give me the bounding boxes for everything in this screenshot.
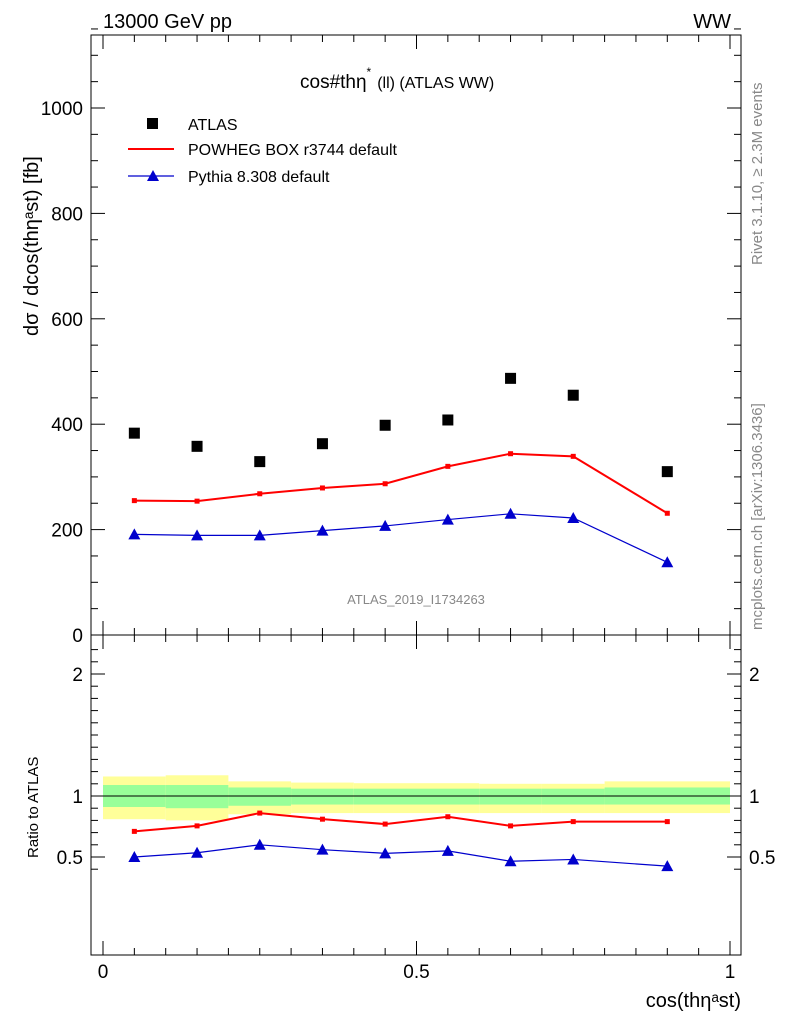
main-y-tick-label: 1000 bbox=[41, 99, 83, 120]
x-tick-label: 0 bbox=[98, 962, 109, 983]
series-line-1 bbox=[134, 452, 668, 515]
atlas-data-point bbox=[316, 438, 328, 450]
ratio-series-line-1 bbox=[134, 844, 668, 867]
main-plot-data bbox=[128, 372, 674, 568]
atlas-data-point bbox=[128, 427, 140, 439]
powheg-data-point bbox=[445, 463, 451, 469]
ratio-pythia-point bbox=[504, 855, 517, 867]
ratio-y-tick-label: 2 bbox=[72, 665, 83, 686]
uncertainty-band-inner bbox=[165, 785, 229, 809]
header-right: WW bbox=[693, 11, 731, 33]
ratio-pythia-point bbox=[379, 847, 392, 859]
ratio-y-tick-label-right: 0.5 bbox=[749, 848, 775, 869]
ratio-pythia-point bbox=[128, 851, 141, 862]
main-y-tick-label: 200 bbox=[51, 521, 83, 542]
ratio-y-tick-label-right: 1 bbox=[749, 787, 760, 808]
plot-title: cos#thη* (ll) (ATLAS WW) bbox=[300, 65, 494, 93]
uncertainty-band-inner bbox=[541, 788, 605, 805]
analysis-watermark: ATLAS_2019_I1734263 bbox=[347, 592, 485, 607]
ratio-y-axis-label: Ratio to ATLAS bbox=[25, 757, 42, 858]
main-y-tick-label: 0 bbox=[72, 626, 83, 647]
legend-atlas-marker bbox=[147, 118, 158, 129]
legend-pythia-label: Pythia 8.308 default bbox=[188, 169, 330, 186]
ratio-axes: 0.5 0.5 1 1 2 2 0 0.5 1 bbox=[57, 635, 775, 983]
ratio-plot-data bbox=[128, 810, 674, 872]
main-y-tick-label: 400 bbox=[51, 415, 83, 436]
ratio-y-tick-label: 0.5 bbox=[57, 848, 83, 869]
legend-pythia-marker bbox=[147, 170, 159, 181]
atlas-data-point bbox=[254, 456, 266, 468]
ratio-powheg-point bbox=[508, 823, 514, 829]
atlas-data-point bbox=[442, 414, 454, 426]
pythia-data-point bbox=[191, 529, 204, 541]
pythia-data-point bbox=[128, 528, 141, 540]
pythia-data-point bbox=[661, 556, 674, 568]
ratio-pythia-point bbox=[316, 843, 329, 855]
ratio-pythia-point bbox=[191, 846, 204, 858]
plot-title-sup: * bbox=[367, 65, 372, 79]
uncertainty-band-inner bbox=[353, 788, 417, 805]
main-y-tick-label: 800 bbox=[51, 204, 83, 225]
powheg-data-point bbox=[131, 498, 137, 504]
ratio-y-tick-label: 1 bbox=[72, 787, 83, 808]
powheg-data-point bbox=[194, 498, 200, 504]
series-line-2 bbox=[134, 513, 668, 563]
x-tick-label: 1 bbox=[725, 962, 736, 983]
plot-title-main: cos#thη bbox=[300, 72, 367, 93]
pythia-data-point bbox=[253, 529, 266, 541]
uncertainty-band-inner bbox=[416, 788, 480, 805]
legend-atlas-label: ATLAS bbox=[188, 117, 238, 134]
ratio-bands bbox=[103, 775, 730, 821]
x-axis-label: cos(thηᵃst) bbox=[646, 990, 741, 1012]
powheg-data-point bbox=[664, 510, 670, 516]
ratio-pythia-point bbox=[441, 844, 454, 856]
pythia-data-point bbox=[316, 524, 329, 536]
ratio-powheg-point bbox=[382, 821, 388, 827]
pythia-data-point bbox=[441, 513, 454, 525]
ratio-pythia-point bbox=[253, 838, 266, 850]
main-y-tick-label: 600 bbox=[51, 310, 83, 331]
uncertainty-band-inner bbox=[291, 788, 354, 805]
ratio-powheg-point bbox=[570, 819, 576, 825]
powheg-data-point bbox=[257, 491, 263, 497]
x-tick-label: 0.5 bbox=[403, 962, 429, 983]
pythia-data-point bbox=[504, 507, 517, 519]
legend: ATLAS POWHEG BOX r3744 default Pythia 8.… bbox=[128, 117, 398, 186]
powheg-data-point bbox=[319, 485, 325, 491]
ratio-y-tick-label-right: 2 bbox=[749, 665, 760, 686]
main-y-axis: 0 200 400 600 800 1000 bbox=[41, 28, 741, 647]
uncertainty-band-inner bbox=[479, 788, 542, 805]
ratio-powheg-point bbox=[664, 819, 670, 825]
atlas-data-point bbox=[379, 419, 391, 431]
pythia-data-point bbox=[567, 512, 580, 524]
main-y-axis-label: dσ / dcos(thηᵃst) [fb] bbox=[21, 156, 43, 336]
powheg-data-point bbox=[382, 481, 388, 487]
uncertainty-band-inner bbox=[228, 787, 292, 806]
legend-powheg-label: POWHEG BOX r3744 default bbox=[188, 142, 398, 159]
plot-title-rest: (ll) (ATLAS WW) bbox=[377, 75, 494, 92]
atlas-data-point bbox=[191, 440, 203, 452]
atlas-data-point bbox=[567, 389, 579, 401]
atlas-data-point bbox=[661, 466, 673, 478]
powheg-data-point bbox=[508, 451, 514, 457]
ratio-powheg-point bbox=[445, 814, 451, 820]
ratio-powheg-point bbox=[194, 823, 200, 829]
rivet-label: Rivet 3.1.10, ≥ 2.3M events bbox=[749, 83, 766, 266]
ratio-pythia-point bbox=[661, 860, 674, 872]
ratio-powheg-point bbox=[319, 816, 325, 822]
atlas-data-point bbox=[505, 372, 517, 384]
ratio-powheg-point bbox=[131, 828, 137, 834]
mcplots-label: mcplots.cern.ch [arXiv:1306.3436] bbox=[749, 403, 766, 630]
pythia-data-point bbox=[379, 519, 392, 531]
ratio-pythia-point bbox=[567, 853, 580, 865]
header-left: 13000 GeV pp bbox=[103, 11, 232, 33]
ratio-powheg-point bbox=[257, 810, 263, 816]
powheg-data-point bbox=[570, 453, 576, 459]
